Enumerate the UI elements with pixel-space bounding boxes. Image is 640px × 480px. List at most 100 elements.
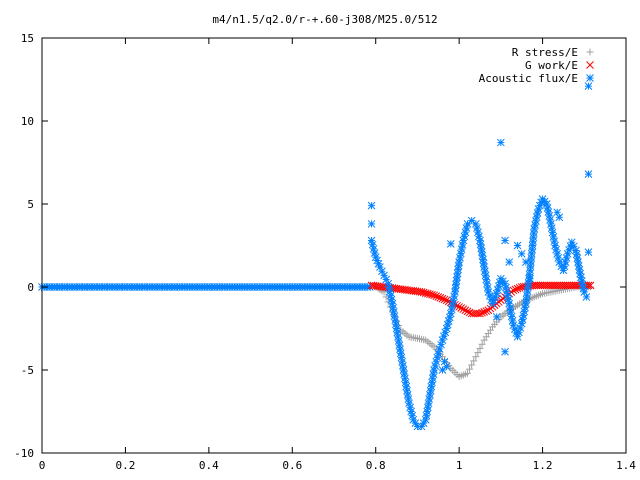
- g-work-e-point: [455, 303, 463, 311]
- g-work-e-point: [428, 290, 436, 299]
- y-tick-label: 5: [27, 198, 34, 211]
- acoustic-flux-e-point: [404, 395, 413, 403]
- acoustic-flux-e-point: [475, 232, 483, 241]
- acoustic-flux-e-point: [584, 82, 593, 90]
- g-work-e-point: [432, 292, 441, 300]
- acoustic-flux-e-point: [467, 216, 476, 225]
- acoustic-flux-e-point: [382, 275, 390, 284]
- acoustic-flux-e-point: [540, 197, 549, 206]
- acoustic-flux-e-point: [367, 220, 376, 228]
- g-work-e-point: [480, 308, 489, 316]
- legend-label-acoustic-flux-e: Acoustic flux/E: [479, 72, 578, 85]
- y-tick-label: -10: [14, 447, 34, 460]
- data-marks: [38, 82, 595, 431]
- g-work-e-point: [442, 296, 451, 305]
- acoustic-flux-e-point: [499, 277, 507, 286]
- acoustic-flux-e-point: [374, 259, 383, 268]
- g-work-e-point: [463, 307, 472, 316]
- acoustic-flux-e-point: [445, 313, 454, 322]
- g-work-e-point: [438, 294, 447, 303]
- acoustic-flux-e-point: [448, 301, 457, 309]
- x-tick-label: 0.6: [282, 459, 302, 472]
- acoustic-flux-zero-segment: [38, 283, 374, 291]
- acoustic-flux-e-point: [411, 419, 420, 427]
- acoustic-flux-e-point: [389, 303, 397, 312]
- acoustic-flux-e-point: [554, 254, 563, 262]
- acoustic-flux-e-point: [462, 224, 471, 232]
- g-work-e-point: [461, 306, 470, 315]
- acoustic-flux-e-point: [584, 170, 593, 178]
- y-tick-label: 0: [27, 281, 34, 294]
- acoustic-flux-e-point: [403, 391, 412, 399]
- acoustic-flux-e-point: [504, 295, 513, 304]
- acoustic-flux-e-point: [442, 362, 451, 371]
- g-work-e-point: [434, 293, 443, 301]
- acoustic-flux-e-point: [555, 213, 564, 222]
- acoustic-flux-e-point: [425, 395, 434, 403]
- acoustic-flux-e-point: [513, 241, 522, 250]
- acoustic-flux-e-point: [550, 237, 559, 246]
- r-stress-e-point: [472, 353, 480, 361]
- g-work-e-series: [367, 281, 595, 318]
- acoustic-flux-e-point: [400, 370, 409, 379]
- acoustic-flux-e-point: [437, 340, 445, 349]
- chart-title: m4/n1.5/q2.0/r-+.60-j308/M25.0/512: [212, 13, 437, 26]
- x-tick-label: 0.2: [115, 459, 135, 472]
- r-stress-e-point: [466, 365, 474, 373]
- g-work-e-point: [513, 284, 522, 293]
- acoustic-flux-e-point: [378, 267, 386, 276]
- y-tick-label: 15: [21, 32, 34, 45]
- g-work-e-point: [478, 308, 486, 317]
- acoustic-flux-e-point: [483, 279, 491, 288]
- acoustic-flux-e-point: [483, 283, 492, 292]
- acoustic-flux-e-point: [525, 270, 534, 279]
- g-work-e-point: [459, 305, 468, 313]
- axes: 0 0.2 0.4 0.6 0.8 1 1.2 1.4 -10 -5 0 5 10 15: [14, 32, 636, 472]
- acoustic-flux-e-point: [367, 201, 376, 210]
- acoustic-flux-e-point: [491, 293, 500, 301]
- legend-label-g-work-e: G work/E: [525, 59, 578, 72]
- r-stress-e-point: [463, 369, 471, 377]
- x-tick-label: 0: [39, 459, 46, 472]
- acoustic-flux-e-point: [398, 357, 406, 366]
- g-work-e-point: [482, 307, 491, 315]
- acoustic-flux-e-series: [367, 82, 593, 431]
- acoustic-flux-e-point: [529, 229, 538, 237]
- r-stress-e-point: [470, 357, 478, 365]
- acoustic-flux-e-point: [497, 138, 505, 147]
- y-tick-label: 10: [21, 115, 34, 128]
- x-tick-label: 0.8: [366, 459, 386, 472]
- acoustic-flux-e-point: [513, 332, 522, 341]
- acoustic-flux-e-point: [507, 308, 515, 317]
- acoustic-flux-e-point: [505, 258, 514, 266]
- acoustic-flux-e-point: [450, 292, 458, 301]
- y-tick-label: -5: [21, 364, 34, 377]
- legend-marker-r-stress-e: [586, 48, 594, 56]
- acoustic-flux-e-point: [570, 242, 578, 251]
- acoustic-flux-e-point: [446, 239, 455, 248]
- acoustic-flux-e-point: [454, 261, 463, 270]
- acoustic-flux-e-point: [501, 236, 509, 245]
- acoustic-flux-e-point: [429, 370, 438, 379]
- acoustic-flux-e-point: [479, 259, 488, 268]
- acoustic-flux-e-point: [407, 407, 416, 416]
- r-stress-e-point: [468, 361, 476, 369]
- acoustic-flux-e-point: [387, 295, 396, 304]
- g-work-e-point: [430, 291, 438, 300]
- g-work-e-point: [476, 309, 484, 318]
- x-tick-label: 1: [456, 459, 463, 472]
- legend-label-r-stress-e: R stress/E: [512, 46, 578, 59]
- r-stress-e-point: [478, 340, 486, 348]
- g-work-e-point: [440, 295, 449, 304]
- plot-frame: [41, 37, 627, 454]
- acoustic-flux-e-point: [521, 303, 529, 312]
- acoustic-flux-e-point: [579, 284, 588, 293]
- acoustic-flux-e-point: [562, 254, 571, 262]
- x-tick-label: 0.4: [199, 459, 219, 472]
- acoustic-flux-e-point: [533, 209, 542, 217]
- x-tick-label: 1.2: [533, 459, 553, 472]
- acoustic-flux-e-point: [584, 248, 593, 256]
- acoustic-flux-e-point: [392, 320, 400, 329]
